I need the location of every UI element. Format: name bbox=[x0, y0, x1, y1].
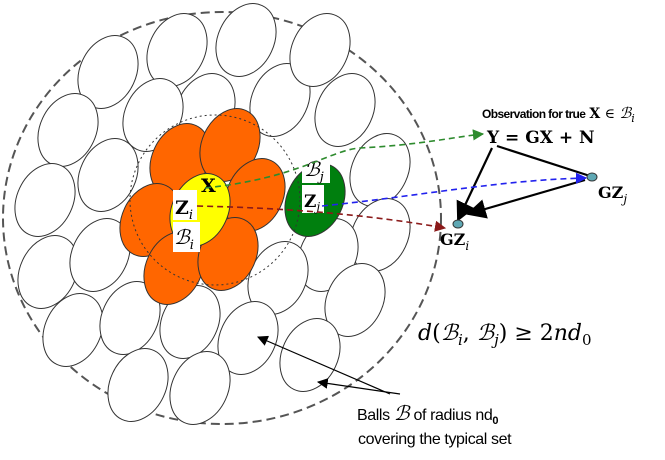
ball bbox=[324, 263, 386, 337]
z-j-label: Zj bbox=[304, 192, 320, 214]
caption-arrow-1 bbox=[257, 335, 391, 395]
gz-i-label: GZi bbox=[440, 230, 469, 253]
z-j-label-box bbox=[302, 185, 324, 213]
blue-dashed-arrow bbox=[321, 172, 588, 207]
ball bbox=[279, 318, 341, 392]
ball bbox=[42, 293, 104, 367]
ball bbox=[349, 133, 411, 207]
projection-line-j bbox=[496, 144, 591, 178]
caption-line-2: covering the typical set bbox=[358, 431, 512, 448]
ball bbox=[107, 348, 169, 422]
red-dashed-arrow bbox=[196, 205, 447, 232]
ball bbox=[14, 163, 76, 237]
observation-label: Observation for true X ∈ ℬi bbox=[482, 104, 635, 125]
ball bbox=[69, 218, 131, 292]
ball bbox=[159, 285, 221, 359]
y-equation: Y = GX + N bbox=[486, 128, 595, 148]
ball bbox=[289, 13, 351, 87]
ball bbox=[217, 301, 279, 375]
ball bbox=[314, 73, 376, 147]
ball bbox=[77, 138, 139, 212]
ball bbox=[215, 3, 277, 77]
z-i-label-box bbox=[173, 190, 197, 220]
b-i-label-box bbox=[173, 222, 200, 252]
projection-line-i bbox=[456, 147, 493, 222]
ball bbox=[17, 235, 79, 309]
point-gz-j bbox=[586, 172, 598, 182]
neighbourhood-circle bbox=[129, 114, 301, 286]
x-label: X bbox=[201, 175, 216, 197]
caption-arrow-2 bbox=[316, 378, 401, 395]
b-i-label: ℬi bbox=[174, 225, 194, 253]
green-dashed-arrow bbox=[204, 129, 485, 189]
gz-j-label: GZj bbox=[598, 183, 627, 206]
z-i-label: Zi bbox=[175, 197, 193, 223]
link-line bbox=[466, 178, 586, 219]
ball bbox=[169, 351, 231, 425]
point-gz-i bbox=[452, 219, 464, 229]
b-j-label: ℬj bbox=[304, 157, 324, 185]
distance-inequality: d(ℬi, ℬj) ≥ 2nd0 bbox=[418, 321, 592, 349]
typical-set-boundary bbox=[2, 11, 442, 425]
caption-line-1: Balls ℬ of radius nd0 bbox=[357, 401, 498, 427]
